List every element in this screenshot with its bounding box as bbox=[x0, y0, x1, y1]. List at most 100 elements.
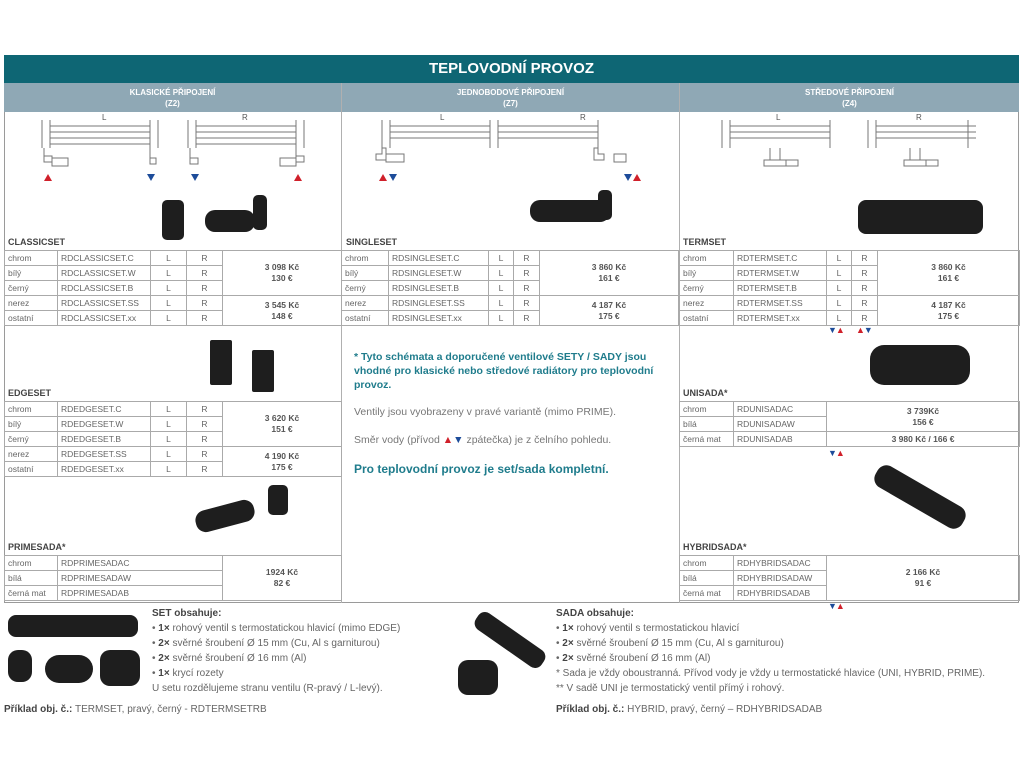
sada-contents-title: SADA obsahuje: bbox=[556, 608, 634, 619]
example-value: HYBRID, pravý, černý – RDHYBRIDSADAB bbox=[627, 704, 823, 715]
price-cell: 4 190 Kč 175 € bbox=[222, 446, 342, 477]
finish-cell: nerez bbox=[4, 446, 58, 462]
compatibility-note: * Tyto schémata a doporučené ventilové S… bbox=[354, 351, 654, 391]
right-cell: R bbox=[851, 265, 878, 281]
code-cell: RDEDGESET.C bbox=[57, 401, 151, 417]
table-row: chrom RDCLASSICSET.C L R 3 098 Kč 130 € bbox=[4, 250, 342, 296]
table-row: bílý RDSINGLESET.W L R bbox=[341, 265, 679, 281]
code-cell: RDCLASSICSET.SS bbox=[57, 295, 151, 311]
right-cell: R bbox=[513, 280, 540, 296]
finish-cell: bílý bbox=[4, 416, 58, 432]
quantity: 1× bbox=[562, 623, 574, 634]
price-czk: 1924 Kč bbox=[265, 567, 299, 577]
flow-arrows: ▼▲ bbox=[828, 448, 845, 458]
table-row: bílá RDHYBRIDSADAW bbox=[679, 570, 1020, 586]
table-row: chrom RDTERMSET.C L R 3 860 Kč 161 € bbox=[679, 250, 1020, 296]
code-cell: RDUNISADAB bbox=[733, 431, 827, 447]
supply-arrow-icon bbox=[294, 174, 302, 181]
divider bbox=[341, 83, 342, 603]
finish-cell: černý bbox=[341, 280, 389, 296]
diagram-label-left: L bbox=[102, 113, 107, 122]
table-row: nerez RDEDGESET.SS L R 4 190 Kč 175 € bbox=[4, 446, 342, 477]
contents-item: • 2× svěrné šroubení Ø 15 mm (Cu, Al s g… bbox=[556, 638, 784, 649]
price-eur: 151 € bbox=[271, 424, 293, 434]
variant-note: Ventily jsou vyobrazeny v pravé variantě… bbox=[354, 406, 617, 418]
contents-item: • 2× svěrné šroubení Ø 15 mm (Cu, Al s g… bbox=[152, 638, 380, 649]
left-cell: L bbox=[150, 446, 187, 462]
price-eur: 148 € bbox=[271, 310, 293, 321]
rosette-image bbox=[45, 655, 93, 683]
left-cell: L bbox=[488, 265, 514, 281]
singleset-label: SINGLESET bbox=[346, 237, 398, 247]
set-contents-image bbox=[8, 615, 138, 637]
code-cell: RDPRIMESADAB bbox=[57, 585, 223, 601]
set-contents: SET obsahuje: • 1× rohový ventil s termo… bbox=[152, 606, 400, 696]
table-row: ostatní RDTERMSET.xx L R bbox=[679, 310, 1020, 326]
table-row: černý RDSINGLESET.B L R bbox=[341, 280, 679, 296]
code-cell: RDSINGLESET.SS bbox=[388, 295, 489, 311]
left-cell: L bbox=[488, 310, 514, 326]
finish-cell: nerez bbox=[341, 295, 389, 311]
left-cell: L bbox=[150, 265, 187, 281]
set-side-note: U setu rozdělujeme stranu ventilu (R-pra… bbox=[152, 683, 383, 694]
price-cell: 3 620 Kč 151 € bbox=[222, 401, 342, 447]
contents-item: • 1× krycí rozety bbox=[152, 668, 224, 679]
right-cell: R bbox=[513, 295, 540, 311]
table-row: nerez RDCLASSICSET.SS L R 3 545 Kč 148 € bbox=[4, 295, 342, 326]
table-row: černá mat RDPRIMESADAB bbox=[4, 585, 342, 601]
price-cell: 3 860 Kč 161 € bbox=[539, 250, 679, 296]
edgeset-label: EDGESET bbox=[8, 388, 52, 398]
table-row: chrom RDEDGESET.C L R 3 620 Kč 151 € bbox=[4, 401, 342, 447]
termset-table: chrom RDTERMSET.C L R 3 860 Kč 161 € bílý RDTER… bbox=[679, 250, 1020, 326]
price-czk: 2 166 Kč bbox=[905, 567, 941, 577]
column-title: KLASICKÉ PŘIPOJENÍ bbox=[129, 88, 216, 97]
left-cell: L bbox=[488, 295, 514, 311]
quantity: 2× bbox=[562, 638, 574, 649]
item-text: krycí rozety bbox=[172, 668, 224, 679]
price-eur: 161 € bbox=[598, 273, 620, 283]
column-code: (Z7) bbox=[503, 99, 518, 108]
classicset-table: chrom RDCLASSICSET.C L R 3 098 Kč 130 € bílý RD… bbox=[4, 250, 342, 326]
finish-cell: bílý bbox=[341, 265, 389, 281]
finish-cell: černý bbox=[4, 280, 58, 296]
price-cell: 2 166 Kč 91 € bbox=[826, 555, 1020, 601]
table-row: nerez RDSINGLESET.SS L R 4 187 Kč 175 € bbox=[341, 295, 679, 326]
left-cell: L bbox=[488, 250, 514, 266]
left-cell: L bbox=[150, 310, 187, 326]
divider bbox=[679, 83, 680, 603]
code-cell: RDSINGLESET.xx bbox=[388, 310, 489, 326]
termset-image bbox=[858, 200, 983, 234]
finish-cell: chrom bbox=[4, 250, 58, 266]
table-row: nerez RDTERMSET.SS L R 4 187 Kč 175 € bbox=[679, 295, 1020, 326]
price-eur: 161 € bbox=[937, 273, 960, 283]
return-arrow-icon: ▼ bbox=[453, 434, 464, 446]
finish-cell: nerez bbox=[679, 295, 734, 311]
code-cell: RDPRIMESADAW bbox=[57, 570, 223, 586]
right-cell: R bbox=[851, 280, 878, 296]
set-contents-title: SET obsahuje: bbox=[152, 608, 222, 619]
right-cell: R bbox=[513, 265, 540, 281]
code-cell: RDSINGLESET.W bbox=[388, 265, 489, 281]
price-czk: 3 620 Kč bbox=[264, 413, 300, 423]
code-cell: RDEDGESET.B bbox=[57, 431, 151, 447]
primesada-label: PRIMESADA* bbox=[8, 542, 66, 552]
price-eur: 175 € bbox=[937, 310, 960, 321]
supply-arrow-icon bbox=[633, 174, 641, 181]
code-cell: RDEDGESET.SS bbox=[57, 446, 151, 462]
finish-cell: chrom bbox=[679, 401, 734, 417]
code-cell: RDTERMSET.xx bbox=[733, 310, 827, 326]
hybridsada-label: HYBRIDSADA* bbox=[683, 542, 747, 552]
right-cell: R bbox=[186, 310, 223, 326]
right-cell: R bbox=[186, 461, 223, 477]
finish-cell: ostatní bbox=[341, 310, 389, 326]
flow-arrows: ▼▲ bbox=[828, 601, 845, 611]
price-czk: 3 860 Kč bbox=[931, 262, 966, 272]
left-cell: L bbox=[150, 250, 187, 266]
code-cell: RDCLASSICSET.xx bbox=[57, 310, 151, 326]
code-cell: RDPRIMESADAC bbox=[57, 555, 223, 571]
supply-arrow-icon: ▲ bbox=[442, 434, 454, 446]
code-cell: RDEDGESET.W bbox=[57, 416, 151, 432]
right-cell: R bbox=[851, 250, 878, 266]
right-cell: R bbox=[186, 416, 223, 432]
finish-cell: černý bbox=[4, 431, 58, 447]
